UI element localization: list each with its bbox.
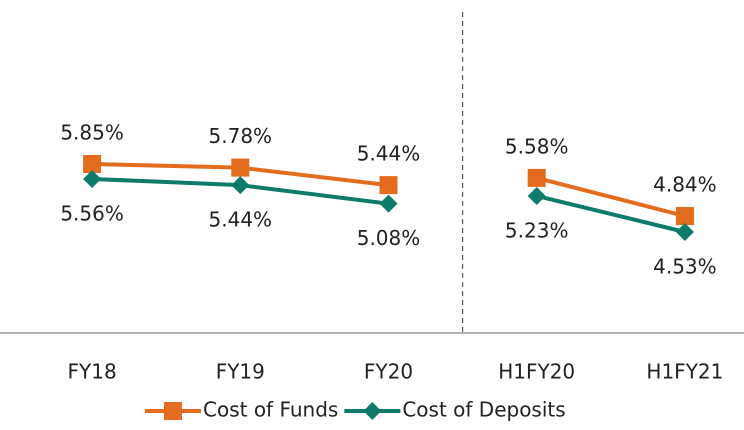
data-label: 5.44% (357, 142, 421, 166)
x-tick-label: H1FY21 (646, 360, 723, 384)
data-label: 5.23% (505, 218, 569, 242)
data-label: 5.85% (60, 121, 124, 145)
data-label: 5.44% (209, 208, 273, 232)
marker (379, 194, 398, 213)
marker (675, 223, 694, 241)
legend-label: Cost of Funds (203, 398, 338, 422)
marker (527, 168, 546, 187)
marker (675, 207, 694, 226)
data-label: 5.08% (357, 226, 421, 250)
data-label: 5.56% (60, 201, 124, 225)
marker (83, 155, 102, 173)
marker (231, 158, 250, 177)
legend-label: Cost of Deposits (402, 398, 565, 422)
series-line (536, 193, 686, 234)
x-tick-label: H1FY20 (498, 360, 575, 384)
data-label: 5.78% (209, 124, 273, 148)
x-tick-label: FY19 (216, 360, 265, 384)
marker (83, 169, 102, 188)
legend-marker (363, 402, 382, 420)
legend-marker (164, 402, 182, 420)
x-tick-label: FY20 (364, 360, 413, 384)
marker (231, 176, 250, 195)
x-tick-label: FY18 (68, 360, 117, 384)
marker (527, 186, 546, 205)
data-label: 4.53% (653, 255, 717, 279)
data-label: 4.84% (653, 173, 717, 197)
data-label: 5.58% (505, 134, 569, 158)
marker (379, 176, 398, 195)
series-line (536, 175, 686, 218)
